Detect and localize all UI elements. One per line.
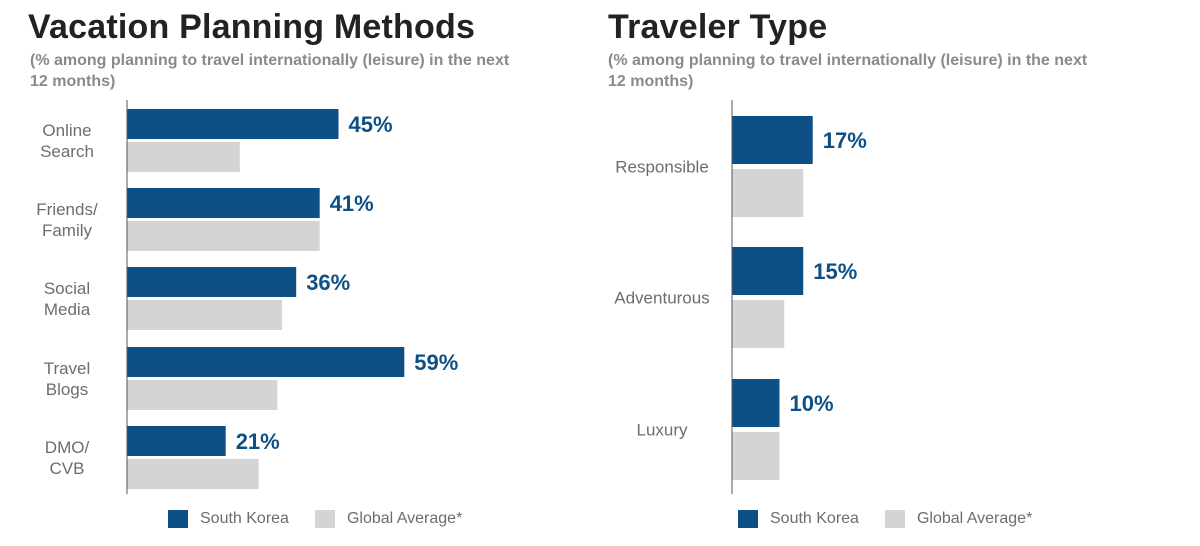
chart-subtitle: (% among planning to travel internationa… <box>608 52 1088 90</box>
data-label: 36% <box>306 270 350 295</box>
bar-global-average <box>127 380 278 410</box>
data-label: 21% <box>236 429 280 454</box>
bar-south-korea <box>127 347 405 377</box>
category-label: Travel <box>44 359 91 378</box>
bar-global-average <box>127 300 283 330</box>
legend-swatch-south-korea <box>738 510 758 528</box>
data-label: 41% <box>330 191 374 216</box>
bar-south-korea <box>732 247 804 295</box>
category-label: Luxury <box>636 421 688 440</box>
legend-label-south-korea: South Korea <box>200 510 289 527</box>
bar-south-korea <box>127 267 297 297</box>
category-label: Search <box>40 142 94 161</box>
legend-item-global-average: Global Average* <box>314 510 463 528</box>
legend-label-global-average: Global Average* <box>346 510 463 527</box>
legend-item-south-korea: South Korea <box>738 510 859 528</box>
category-label: CVB <box>50 459 85 478</box>
legend-swatch-south-korea <box>168 510 188 528</box>
legend-swatch-global-average <box>884 510 905 528</box>
chart-legend: South Korea Global Average* <box>738 510 1058 528</box>
category-label: Friends/ <box>36 200 98 219</box>
traveler-type-panel: Traveler Type (% among planning to trave… <box>580 0 1200 546</box>
chart-legend: South Korea Global Average* <box>168 510 488 528</box>
traveler-type-chart: 17% Responsible 15% Adventurous 10% Luxury <box>614 100 867 494</box>
data-label: 59% <box>414 350 458 375</box>
bar-south-korea <box>127 426 226 456</box>
bar-south-korea <box>127 109 339 139</box>
category-label: Family <box>42 221 93 240</box>
category-label: Social <box>44 279 90 298</box>
legend-label-global-average: Global Average* <box>916 510 1033 527</box>
category-label: Blogs <box>46 380 89 399</box>
category-label: Media <box>44 300 91 319</box>
legend-swatch-global-average <box>314 510 335 528</box>
chart-subtitle: (% among planning to travel internationa… <box>30 52 510 90</box>
data-label: 10% <box>790 391 834 416</box>
bar-global-average <box>732 432 780 480</box>
legend-item-global-average: Global Average* <box>884 510 1033 528</box>
bar-global-average <box>127 221 320 251</box>
category-label: Adventurous <box>614 289 709 308</box>
bar-south-korea <box>127 188 320 218</box>
vacation-planning-chart: 45% Online Search 41% Friends/Family 36% Socia… <box>36 100 458 494</box>
legend-label-south-korea: South Korea <box>770 510 859 527</box>
bar-global-average <box>732 169 804 217</box>
bar-global-average <box>732 300 785 348</box>
legend-item-south-korea: South Korea <box>168 510 289 528</box>
bar-south-korea <box>732 379 780 427</box>
chart-title: Traveler Type <box>608 8 828 46</box>
chart-title: Vacation Planning Methods <box>28 8 476 46</box>
data-label: 17% <box>823 128 867 153</box>
data-label: 45% <box>349 112 393 137</box>
bar-south-korea <box>732 116 813 164</box>
bar-global-average <box>127 142 240 172</box>
data-label: 15% <box>813 259 857 284</box>
category-label: DMO/ <box>45 438 90 457</box>
vacation-planning-panel: Vacation Planning Methods (% among plann… <box>0 0 580 546</box>
category-label: Responsible <box>615 158 709 177</box>
category-label: Online <box>42 121 91 140</box>
bar-global-average <box>127 459 259 489</box>
